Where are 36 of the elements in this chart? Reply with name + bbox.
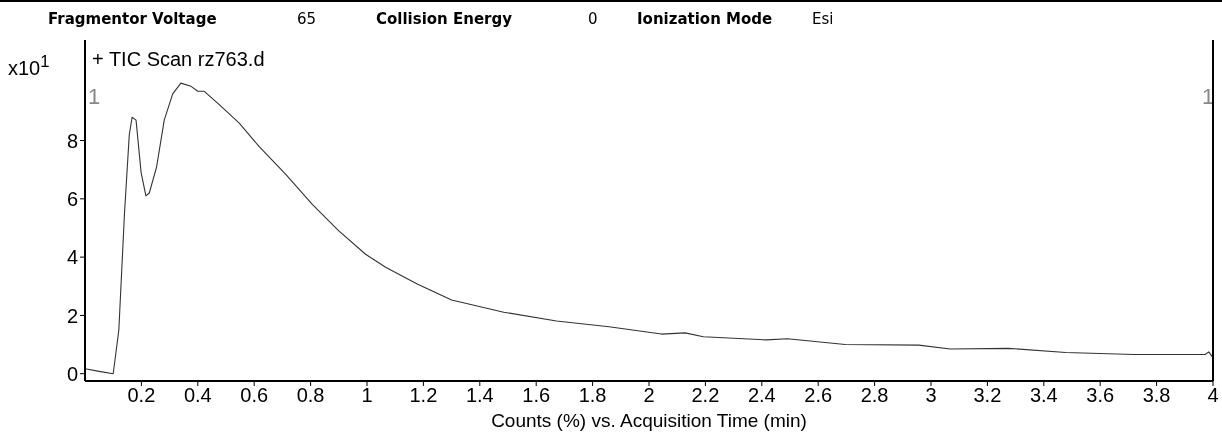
x-tick-label: 0.4 bbox=[183, 384, 212, 407]
x-tick-label: 4 bbox=[1207, 384, 1219, 407]
y-axis-title: x10$^{1}$ bbox=[8, 52, 50, 80]
text: Ionization Mode bbox=[637, 10, 773, 28]
y-tick-label: 8 bbox=[66, 129, 78, 152]
annotation: 1 bbox=[88, 84, 101, 110]
x-tick-label: 2.4 bbox=[747, 384, 776, 407]
chart-title: + TIC Scan rz763.d bbox=[92, 48, 265, 71]
x-tick-label: 1.8 bbox=[578, 384, 607, 407]
x-tick-label: 1.4 bbox=[465, 384, 494, 407]
x-tick-label: 3.4 bbox=[1029, 384, 1058, 407]
x-tick-label: 1.2 bbox=[409, 384, 438, 407]
x-tick-label: 3.8 bbox=[1142, 384, 1171, 407]
y-tick-label: 6 bbox=[66, 187, 78, 210]
text: Esi bbox=[812, 10, 834, 28]
text: Collision Energy bbox=[376, 10, 513, 28]
x-tick-label: 2.2 bbox=[691, 384, 720, 407]
text: Fragmentor Voltage bbox=[48, 10, 217, 28]
x-tick-label: 0.8 bbox=[296, 384, 325, 407]
line-series bbox=[85, 82, 1213, 375]
x-tick-label: 3 bbox=[925, 384, 937, 407]
x-tick-label: 1.6 bbox=[522, 384, 551, 407]
y-tick-label: 4 bbox=[66, 246, 78, 269]
x-tick-label: 3.6 bbox=[1086, 384, 1115, 407]
text: 65 bbox=[297, 10, 317, 28]
y-tick-label: 0 bbox=[66, 362, 78, 385]
x-tick-label: 0.6 bbox=[240, 384, 269, 407]
x-axis-title: Counts (%) vs. Acquisition Time (min) bbox=[491, 410, 807, 431]
x-tick-label: 0.2 bbox=[127, 384, 156, 407]
x-tick-label: 1 bbox=[361, 384, 373, 407]
x-tick-label: 2.6 bbox=[804, 384, 833, 407]
x-tick-label: 2 bbox=[643, 384, 655, 407]
text: 0 bbox=[588, 10, 598, 28]
x-tick-label: 3.2 bbox=[973, 384, 1002, 407]
y-tick-label: 2 bbox=[66, 304, 78, 327]
x-tick-label: 2.8 bbox=[860, 384, 889, 407]
